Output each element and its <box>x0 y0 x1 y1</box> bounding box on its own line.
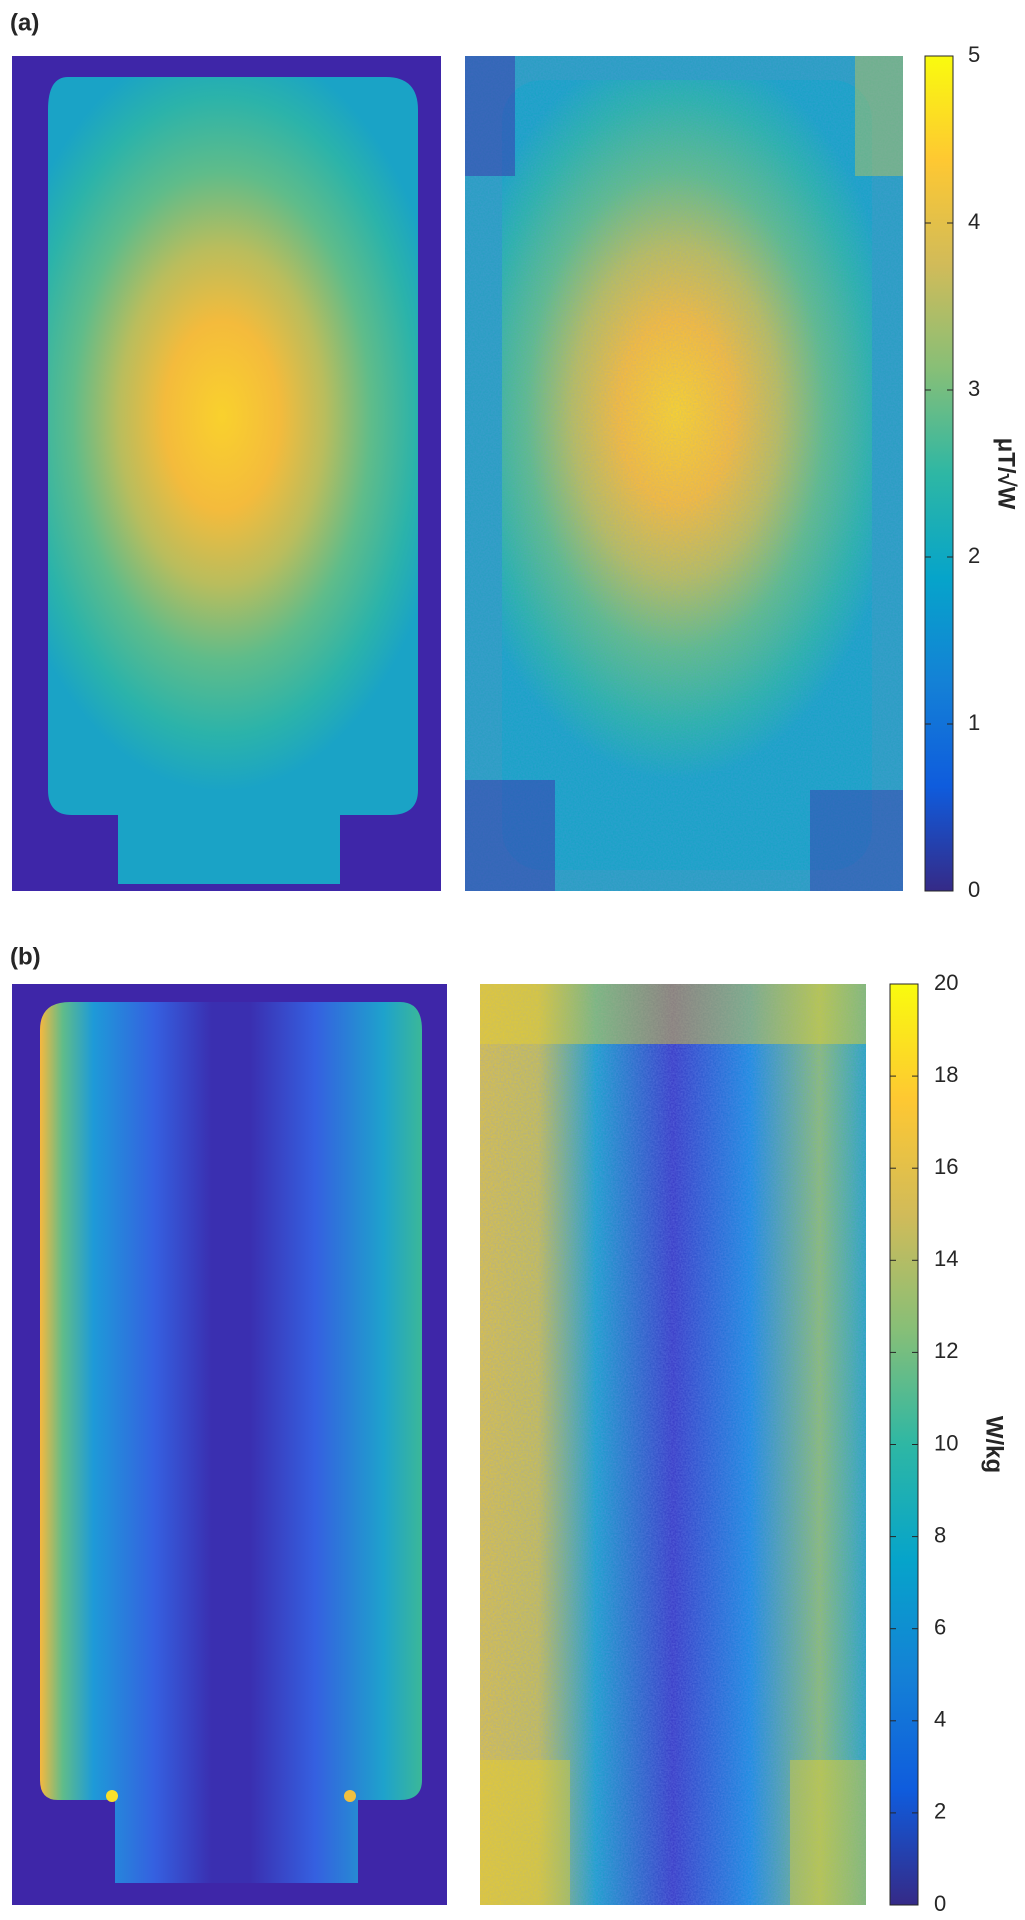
colorbar-tick-label: 16 <box>934 1154 958 1179</box>
colorbar-tick-label: 5 <box>968 42 980 67</box>
image-b-right <box>480 984 866 1905</box>
colorbar-tick-label: 4 <box>934 1707 946 1732</box>
colorbar-tick-label: 2 <box>934 1799 946 1824</box>
image-b-left <box>12 984 447 1905</box>
colorbar-tick-label: 18 <box>934 1062 958 1087</box>
colorbar-tick-label: 4 <box>968 209 980 234</box>
colorbar-tick-label: 14 <box>934 1246 958 1271</box>
colorbar-tick-label: 0 <box>968 877 980 902</box>
panel-label: (b) <box>10 943 41 970</box>
colorbar <box>924 55 954 892</box>
image-a-right <box>465 56 903 891</box>
panel-label: (a) <box>10 9 39 36</box>
colorbar-tick-label: 2 <box>968 543 980 568</box>
colorbar-tick-label: 8 <box>934 1522 946 1547</box>
colorbar-tick-label: 0 <box>934 1891 946 1916</box>
colorbar-tick-label: 6 <box>934 1615 946 1640</box>
image-a-left <box>12 56 441 891</box>
colorbar-label: μT/√W <box>993 438 1020 510</box>
colorbar-tick-label: 20 <box>934 970 958 995</box>
colorbar-tick-label: 3 <box>968 376 980 401</box>
colorbar-tick-label: 10 <box>934 1430 958 1455</box>
colorbar-tick-label: 12 <box>934 1338 958 1363</box>
colorbar-tick-label: 1 <box>968 710 980 735</box>
colorbar-label: W/kg <box>981 1416 1008 1473</box>
